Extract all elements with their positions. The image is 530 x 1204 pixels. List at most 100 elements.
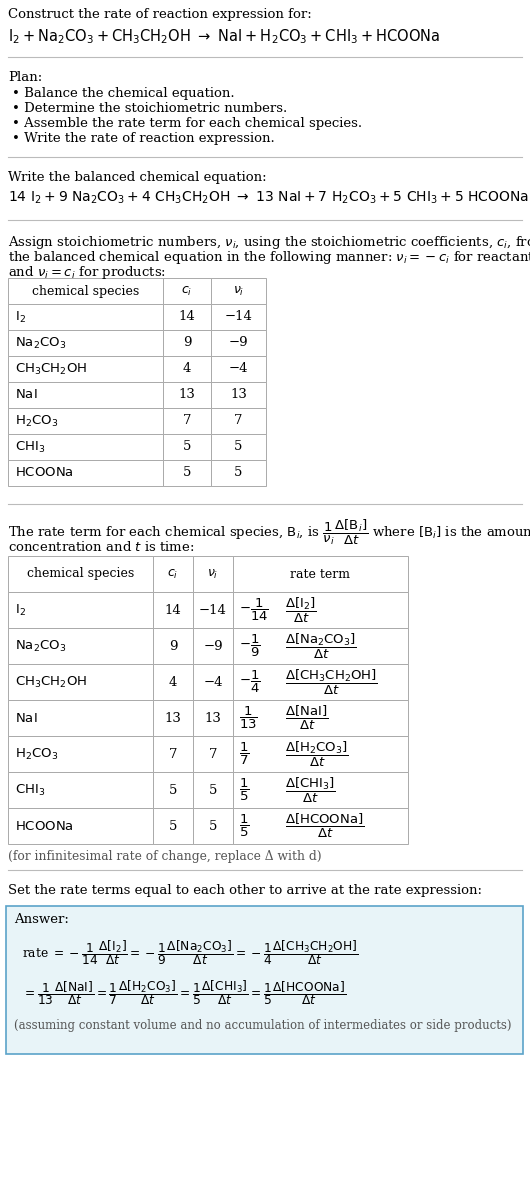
Text: 13: 13 [179, 389, 196, 401]
Text: −9: −9 [228, 336, 249, 349]
Bar [211, 433, 266, 460]
Text: 13: 13 [230, 389, 247, 401]
Bar [8, 808, 153, 844]
Bar [8, 382, 163, 408]
Bar [153, 556, 193, 592]
Bar [8, 460, 163, 486]
Text: the balanced chemical equation in the following manner: $\nu_i = -c_i$ for react: the balanced chemical equation in the fo… [8, 249, 530, 266]
Text: concentration and $t$ is time:: concentration and $t$ is time: [8, 541, 195, 554]
Text: • Balance the chemical equation.: • Balance the chemical equation. [12, 87, 235, 100]
Bar [8, 303, 163, 330]
Text: $\mathrm{HCOONa}$: $\mathrm{HCOONa}$ [15, 466, 74, 479]
Text: chemical species: chemical species [27, 567, 134, 580]
Text: $-\dfrac{1}{9}$: $-\dfrac{1}{9}$ [239, 633, 261, 659]
Text: 14: 14 [165, 603, 181, 616]
Text: $\nu_i$: $\nu_i$ [233, 284, 244, 297]
Text: $\mathrm{Na_2CO_3}$: $\mathrm{Na_2CO_3}$ [15, 638, 66, 654]
Text: 7: 7 [209, 748, 217, 761]
Text: $c_i$: $c_i$ [167, 567, 179, 580]
FancyBboxPatch shape [6, 905, 523, 1054]
Bar [153, 772, 193, 808]
Text: and $\nu_i = c_i$ for products:: and $\nu_i = c_i$ for products: [8, 264, 166, 281]
Text: $\dfrac{\Delta[\mathrm{CH_3CH_2OH}]}{\Delta t}$: $\dfrac{\Delta[\mathrm{CH_3CH_2OH}]}{\De… [285, 667, 378, 697]
Bar [211, 356, 266, 382]
Bar [233, 772, 408, 808]
Text: 14: 14 [179, 311, 196, 324]
Text: 9: 9 [183, 336, 191, 349]
Text: $\dfrac{\Delta[\mathrm{CHI_3}]}{\Delta t}$: $\dfrac{\Delta[\mathrm{CHI_3}]}{\Delta t… [285, 775, 336, 804]
Bar [233, 808, 408, 844]
Text: Assign stoichiometric numbers, $\nu_i$, using the stoichiometric coefficients, $: Assign stoichiometric numbers, $\nu_i$, … [8, 234, 530, 250]
Text: 5: 5 [183, 441, 191, 454]
Text: 7: 7 [234, 414, 243, 427]
Bar [8, 278, 163, 303]
Bar [193, 808, 233, 844]
Text: $\dfrac{\Delta[\mathrm{H_2CO_3}]}{\Delta t}$: $\dfrac{\Delta[\mathrm{H_2CO_3}]}{\Delta… [285, 739, 349, 768]
Text: $-\dfrac{1}{4}$: $-\dfrac{1}{4}$ [239, 669, 261, 695]
Bar [8, 663, 153, 700]
Bar [233, 592, 408, 628]
Bar [8, 736, 153, 772]
Text: 4: 4 [183, 362, 191, 376]
Text: −14: −14 [225, 311, 252, 324]
Bar [153, 736, 193, 772]
Bar [193, 772, 233, 808]
Text: $\mathrm{I_2}$: $\mathrm{I_2}$ [15, 602, 26, 618]
Bar [211, 303, 266, 330]
Text: 7: 7 [183, 414, 191, 427]
Text: $c_i$: $c_i$ [181, 284, 192, 297]
Text: $\mathrm{CH_3CH_2OH}$: $\mathrm{CH_3CH_2OH}$ [15, 361, 87, 377]
Bar [211, 278, 266, 303]
Bar [153, 663, 193, 700]
Text: $\nu_i$: $\nu_i$ [207, 567, 219, 580]
Bar [211, 382, 266, 408]
Text: $\dfrac{\Delta[\mathrm{HCOONa}]}{\Delta t}$: $\dfrac{\Delta[\mathrm{HCOONa}]}{\Delta … [285, 811, 365, 840]
Text: 5: 5 [169, 820, 177, 832]
Bar [8, 408, 163, 433]
Bar [8, 330, 163, 356]
Text: (for infinitesimal rate of change, replace Δ with d): (for infinitesimal rate of change, repla… [8, 850, 322, 863]
Bar [163, 408, 211, 433]
Bar [193, 736, 233, 772]
Bar [8, 772, 153, 808]
Bar [153, 592, 193, 628]
Text: $\mathrm{CHI_3}$: $\mathrm{CHI_3}$ [15, 783, 46, 797]
Bar [211, 408, 266, 433]
Bar [163, 356, 211, 382]
Text: • Assemble the rate term for each chemical species.: • Assemble the rate term for each chemic… [12, 117, 362, 130]
Text: −4: −4 [229, 362, 248, 376]
Bar [163, 330, 211, 356]
Text: −14: −14 [199, 603, 227, 616]
Bar [163, 303, 211, 330]
Text: $\mathrm{H_2CO_3}$: $\mathrm{H_2CO_3}$ [15, 746, 58, 762]
Text: Write the balanced chemical equation:: Write the balanced chemical equation: [8, 171, 267, 184]
Bar [163, 278, 211, 303]
Text: Answer:: Answer: [14, 913, 69, 926]
Text: • Determine the stoichiometric numbers.: • Determine the stoichiometric numbers. [12, 102, 287, 116]
Text: $\mathrm{Na_2CO_3}$: $\mathrm{Na_2CO_3}$ [15, 336, 66, 350]
Bar [211, 330, 266, 356]
Text: chemical species: chemical species [32, 284, 139, 297]
Text: 4: 4 [169, 675, 177, 689]
Bar [8, 433, 163, 460]
Text: $\dfrac{\Delta[\mathrm{I_2}]}{\Delta t}$: $\dfrac{\Delta[\mathrm{I_2}]}{\Delta t}$ [285, 596, 317, 625]
Text: $\dfrac{1}{5}$: $\dfrac{1}{5}$ [239, 777, 250, 803]
Bar [153, 808, 193, 844]
Text: $\dfrac{1}{5}$: $\dfrac{1}{5}$ [239, 813, 250, 839]
Bar [163, 460, 211, 486]
Text: rate term: rate term [290, 567, 350, 580]
Bar [233, 736, 408, 772]
Bar [193, 592, 233, 628]
Text: 13: 13 [205, 712, 222, 725]
Text: $\mathrm{14\ I_2 + 9\ Na_2CO_3 + 4\ CH_3CH_2OH\ \rightarrow\ 13\ NaI + 7\ H_2CO_: $\mathrm{14\ I_2 + 9\ Na_2CO_3 + 4\ CH_3… [8, 190, 529, 206]
Text: $\mathrm{H_2CO_3}$: $\mathrm{H_2CO_3}$ [15, 413, 58, 429]
Bar [163, 433, 211, 460]
Text: $\dfrac{\Delta[\mathrm{NaI}]}{\Delta t}$: $\dfrac{\Delta[\mathrm{NaI}]}{\Delta t}$ [285, 704, 329, 732]
Text: (assuming constant volume and no accumulation of intermediates or side products): (assuming constant volume and no accumul… [14, 1019, 511, 1032]
Text: rate $= -\dfrac{1}{14}\dfrac{\Delta[\mathrm{I_2}]}{\Delta t}= -\dfrac{1}{9}\dfra: rate $= -\dfrac{1}{14}\dfrac{\Delta[\mat… [22, 938, 359, 967]
Text: Set the rate terms equal to each other to arrive at the rate expression:: Set the rate terms equal to each other t… [8, 884, 482, 897]
Text: 7: 7 [169, 748, 177, 761]
Text: Construct the rate of reaction expression for:: Construct the rate of reaction expressio… [8, 8, 312, 20]
Bar [233, 556, 408, 592]
Bar [8, 592, 153, 628]
